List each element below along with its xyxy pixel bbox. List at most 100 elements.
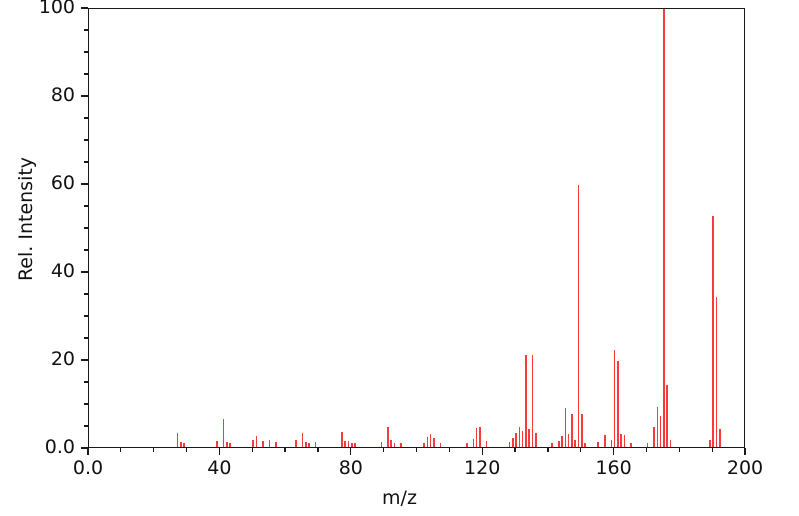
- spectrum-peak: [439, 442, 442, 447]
- spectrum-peaks: [89, 9, 744, 447]
- spectrum-peak: [341, 432, 343, 447]
- x-tick-minor: [711, 448, 713, 452]
- spectrum-peak: [400, 443, 402, 447]
- spectrum-peak: [561, 435, 563, 447]
- y-tick-label: 40: [50, 260, 75, 282]
- x-tick-minor: [383, 448, 385, 452]
- spectrum-peak: [712, 216, 714, 447]
- spectrum-peak: [229, 443, 232, 447]
- spectrum-peak: [183, 442, 186, 447]
- spectrum-peak: [525, 354, 527, 447]
- y-tick-minor: [84, 73, 88, 75]
- spectrum-peak: [423, 442, 425, 447]
- spectrum-peak: [580, 414, 583, 447]
- x-tick-minor: [678, 448, 680, 452]
- y-tick-minor: [84, 249, 88, 251]
- spectrum-peak: [528, 429, 530, 447]
- spectrum-peak: [620, 433, 622, 447]
- y-tick-major: [81, 447, 88, 449]
- spectrum-peak: [387, 427, 389, 447]
- spectrum-peak: [518, 427, 521, 447]
- spectrum-peak: [393, 442, 396, 447]
- x-tick-minor: [185, 448, 188, 452]
- x-tick-minor: [317, 448, 319, 452]
- spectrum-peak: [521, 431, 524, 447]
- y-tick-minor: [84, 381, 88, 383]
- spectrum-peak: [222, 419, 225, 447]
- spectrum-peak: [255, 436, 258, 447]
- spectrum-peak: [429, 433, 432, 447]
- y-tick-minor: [84, 205, 88, 207]
- spectrum-peak: [252, 439, 255, 447]
- spectrum-peak: [534, 432, 537, 447]
- spectrum-peak: [613, 350, 616, 447]
- spectrum-peak: [216, 441, 218, 447]
- spectrum-peak: [584, 442, 586, 447]
- x-tick-label: 80: [338, 457, 363, 479]
- x-axis-title: m/z: [382, 487, 417, 509]
- x-tick-minor: [415, 448, 418, 452]
- spectrum-peak: [426, 437, 429, 447]
- spectrum-peak: [508, 442, 511, 447]
- spectrum-peak: [709, 439, 711, 447]
- x-tick-label: 200: [726, 457, 764, 479]
- spectrum-peak: [715, 297, 718, 447]
- spectrum-peak: [308, 442, 310, 447]
- y-tick-minor: [84, 337, 88, 339]
- x-tick-label: 0.0: [72, 457, 104, 479]
- spectrum-peak: [669, 439, 672, 447]
- y-tick-minor: [84, 403, 88, 405]
- spectrum-peak: [515, 433, 517, 447]
- spectrum-peak: [557, 441, 560, 447]
- y-tick-minor: [84, 29, 88, 31]
- x-tick-major: [350, 448, 352, 455]
- x-tick-minor: [645, 448, 648, 452]
- spectrum-peak: [380, 442, 383, 447]
- x-tick-minor: [448, 448, 450, 452]
- x-tick-minor: [547, 448, 549, 452]
- spectrum-peak: [305, 441, 307, 447]
- x-tick-minor: [580, 448, 582, 452]
- y-tick-label: 100: [38, 0, 75, 18]
- spectrum-peak: [485, 441, 488, 447]
- x-tick-label: 40: [207, 457, 232, 479]
- y-tick-minor: [84, 425, 88, 427]
- spectrum-peak: [571, 414, 573, 447]
- spectrum-peak: [511, 438, 514, 447]
- y-tick-major: [81, 271, 88, 273]
- y-tick-label: 0.0: [44, 436, 75, 458]
- y-tick-label: 60: [50, 172, 75, 194]
- spectrum-peak: [180, 441, 182, 447]
- spectrum-peak: [390, 439, 392, 447]
- spectrum-peak: [531, 354, 534, 447]
- spectrum-peak: [301, 432, 304, 447]
- spectrum-peak: [577, 185, 580, 447]
- y-tick-minor: [84, 161, 88, 163]
- spectrum-peak: [659, 416, 662, 447]
- spectrum-peak: [314, 442, 317, 447]
- spectrum-peak: [433, 437, 435, 447]
- spectrum-peak: [479, 426, 481, 447]
- spectrum-peak: [226, 442, 228, 447]
- y-tick-label: 20: [50, 348, 75, 370]
- x-tick-minor: [120, 448, 122, 452]
- y-tick-minor: [84, 293, 88, 295]
- spectrum-peak: [656, 407, 659, 447]
- spectrum-peak: [567, 433, 570, 447]
- spectrum-peak: [564, 408, 567, 447]
- x-tick-major: [87, 448, 89, 455]
- spectrum-peak: [275, 441, 278, 447]
- x-tick-label: 120: [464, 457, 501, 479]
- spectrum-peak: [551, 442, 553, 447]
- spectrum-peak: [465, 442, 468, 447]
- x-tick-major: [481, 448, 483, 455]
- x-tick-label: 160: [595, 457, 632, 479]
- spectrum-peak: [472, 438, 475, 447]
- spectrum-peak: [603, 434, 606, 447]
- y-tick-major: [81, 7, 88, 9]
- spectrum-peak: [646, 442, 649, 447]
- spectrum-peak: [347, 441, 350, 447]
- y-tick-major: [81, 95, 88, 97]
- spectrum-peak: [610, 440, 613, 447]
